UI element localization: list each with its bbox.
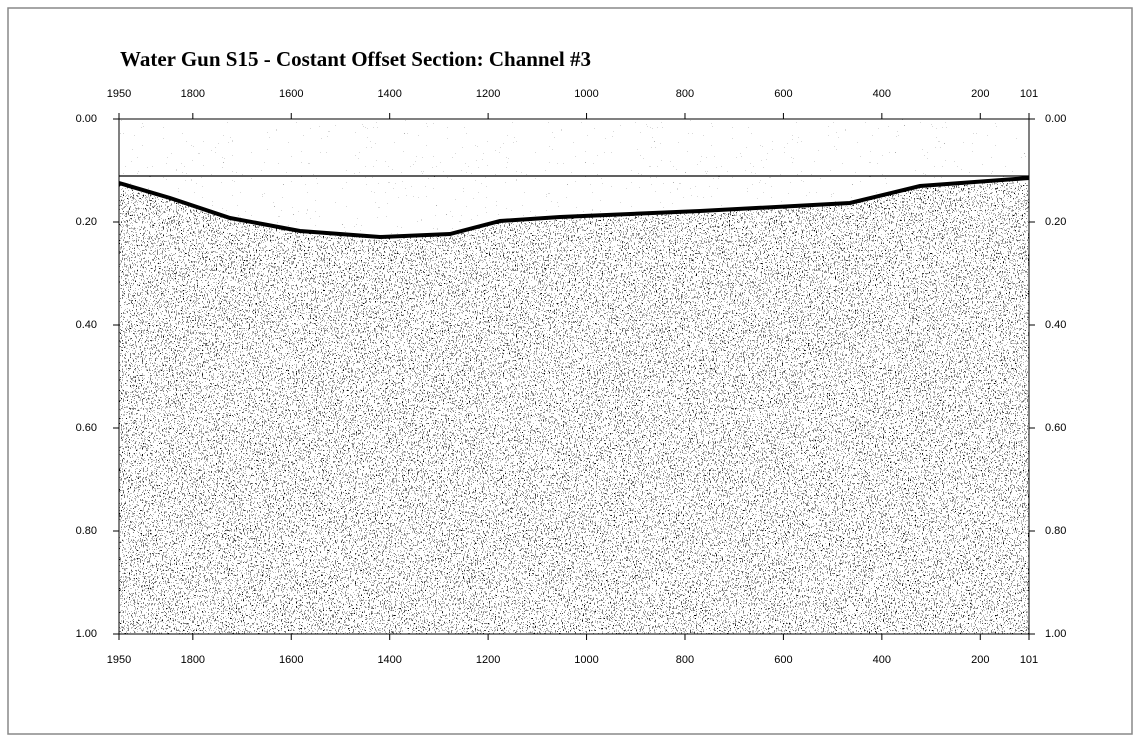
y-tick-label: 0.20 [1045, 216, 1066, 228]
y-tick-label: 0.40 [76, 319, 97, 331]
x-tick-label: 101 [1020, 654, 1038, 666]
x-tick-label: 1400 [377, 88, 401, 100]
y-tick-label: 1.00 [1045, 628, 1066, 640]
x-tick-label: 1800 [181, 88, 205, 100]
y-tick-label: 0.00 [76, 113, 97, 125]
chart-title: Water Gun S15 - Costant Offset Section: … [120, 47, 591, 71]
x-tick-label: 1950 [107, 88, 131, 100]
y-tick-label: 0.40 [1045, 319, 1066, 331]
y-tick-label: 0.20 [76, 216, 97, 228]
y-tick-label: 0.80 [76, 525, 97, 537]
x-tick-label: 1000 [574, 654, 598, 666]
y-tick-label: 0.60 [76, 422, 97, 434]
section-image [118, 118, 1030, 635]
x-tick-label: 101 [1020, 88, 1038, 100]
y-tick-label: 1.00 [76, 628, 97, 640]
x-tick-label: 600 [774, 88, 792, 100]
x-tick-label: 1200 [476, 654, 500, 666]
y-tick-label: 0.00 [1045, 113, 1066, 125]
x-tick-label: 600 [774, 654, 792, 666]
x-tick-label: 800 [676, 654, 694, 666]
x-tick-label: 400 [873, 654, 891, 666]
y-tick-label: 0.80 [1045, 525, 1066, 537]
x-tick-label: 200 [971, 88, 989, 100]
x-tick-label: 1600 [279, 654, 303, 666]
page-frame [7, 7, 1133, 735]
y-tick-label: 0.60 [1045, 422, 1066, 434]
x-tick-label: 1000 [574, 88, 598, 100]
x-tick-label: 400 [873, 88, 891, 100]
x-tick-label: 1800 [181, 654, 205, 666]
x-tick-label: 1600 [279, 88, 303, 100]
x-tick-label: 1200 [476, 88, 500, 100]
x-tick-label: 200 [971, 654, 989, 666]
x-tick-label: 1950 [107, 654, 131, 666]
x-tick-label: 800 [676, 88, 694, 100]
x-tick-label: 1400 [377, 654, 401, 666]
